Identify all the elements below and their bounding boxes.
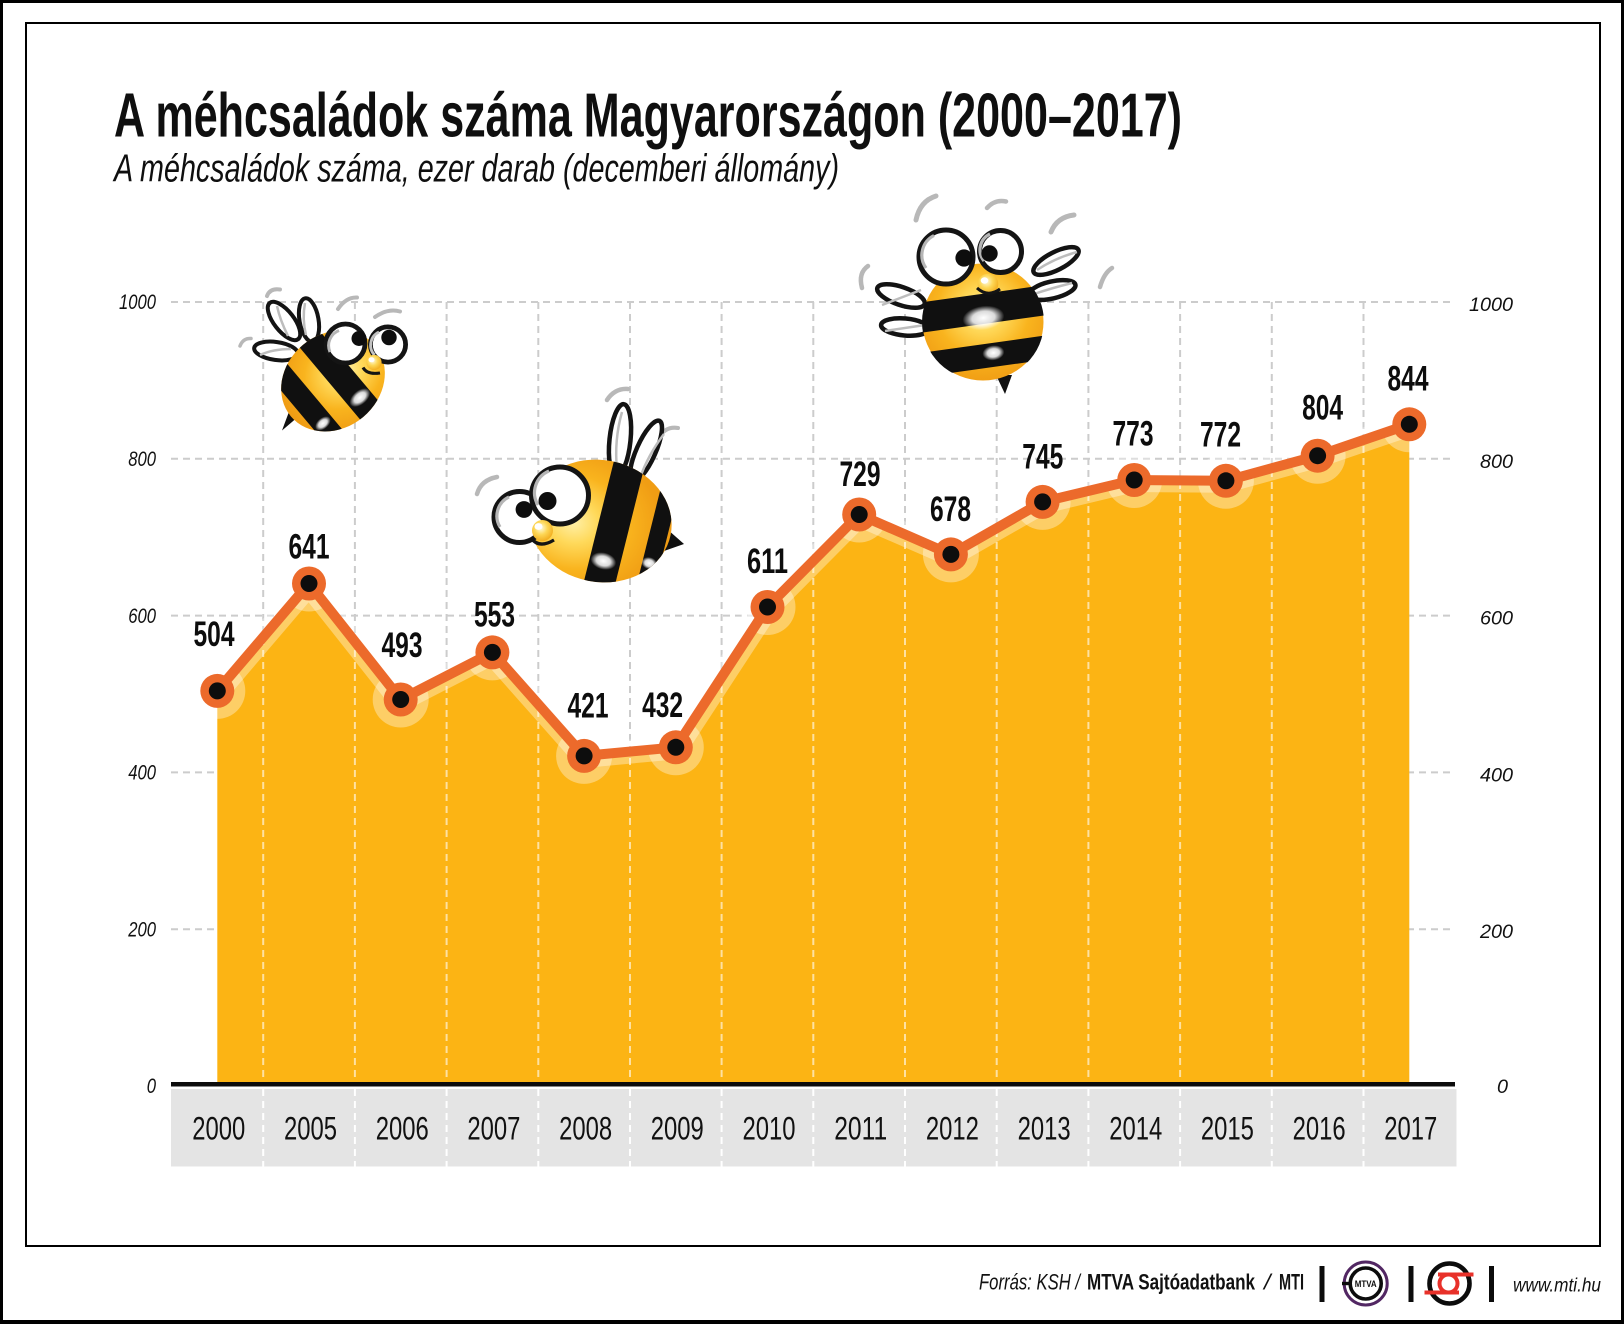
svg-text:493: 493 bbox=[382, 626, 423, 665]
svg-text:2010: 2010 bbox=[743, 1111, 796, 1147]
svg-text:729: 729 bbox=[840, 455, 881, 494]
svg-text:2009: 2009 bbox=[651, 1111, 704, 1147]
svg-text:2012: 2012 bbox=[926, 1111, 979, 1147]
svg-text:804: 804 bbox=[1302, 389, 1343, 428]
svg-text:773: 773 bbox=[1113, 415, 1154, 454]
svg-text:2013: 2013 bbox=[1018, 1111, 1071, 1147]
svg-text:A méhcsaládok száma Magyarorsz: A méhcsaládok száma Magyarországon (2000… bbox=[114, 82, 1182, 151]
svg-text:400: 400 bbox=[128, 762, 156, 785]
svg-text:553: 553 bbox=[474, 596, 515, 635]
svg-text:0: 0 bbox=[147, 1075, 157, 1098]
svg-text:400: 400 bbox=[1480, 764, 1513, 786]
svg-text:600: 600 bbox=[1480, 608, 1513, 630]
svg-text:2000: 2000 bbox=[192, 1111, 245, 1147]
svg-text:Forrás: KSH /: Forrás: KSH / bbox=[979, 1270, 1081, 1295]
svg-text:1000: 1000 bbox=[119, 291, 156, 314]
svg-text:1000: 1000 bbox=[1469, 294, 1513, 316]
svg-text:745: 745 bbox=[1022, 438, 1063, 477]
svg-text:2007: 2007 bbox=[467, 1111, 520, 1147]
svg-text:2006: 2006 bbox=[376, 1111, 429, 1147]
svg-text:421: 421 bbox=[568, 687, 609, 726]
svg-text:MTVA Sajtóadatbank: MTVA Sajtóadatbank bbox=[1087, 1270, 1256, 1295]
svg-text:2005: 2005 bbox=[284, 1111, 337, 1147]
svg-text:2014: 2014 bbox=[1109, 1111, 1162, 1147]
svg-text:2017: 2017 bbox=[1384, 1111, 1437, 1147]
svg-text:2011: 2011 bbox=[834, 1111, 887, 1147]
svg-text:800: 800 bbox=[1480, 451, 1513, 473]
svg-text:2016: 2016 bbox=[1293, 1111, 1346, 1147]
svg-text:611: 611 bbox=[747, 542, 788, 581]
svg-text:MTI: MTI bbox=[1279, 1270, 1304, 1295]
svg-text:0: 0 bbox=[1497, 1076, 1508, 1098]
svg-text:/: / bbox=[1262, 1270, 1273, 1295]
svg-text:844: 844 bbox=[1388, 359, 1429, 398]
svg-text:2015: 2015 bbox=[1201, 1111, 1254, 1147]
svg-text:A méhcsaládok száma, ezer dara: A méhcsaládok száma, ezer darab (decembe… bbox=[113, 148, 839, 191]
svg-text:772: 772 bbox=[1200, 416, 1241, 455]
svg-text:800: 800 bbox=[128, 448, 156, 471]
svg-text:641: 641 bbox=[289, 528, 330, 567]
svg-text:200: 200 bbox=[127, 918, 156, 941]
svg-text:678: 678 bbox=[930, 490, 971, 529]
svg-text:MTVA: MTVA bbox=[1355, 1279, 1377, 1290]
svg-text:200: 200 bbox=[1479, 921, 1513, 943]
svg-text:www.mti.hu: www.mti.hu bbox=[1513, 1276, 1601, 1297]
svg-text:432: 432 bbox=[642, 686, 683, 725]
svg-text:504: 504 bbox=[194, 615, 235, 654]
svg-text:600: 600 bbox=[128, 605, 156, 628]
svg-text:2008: 2008 bbox=[559, 1111, 612, 1147]
